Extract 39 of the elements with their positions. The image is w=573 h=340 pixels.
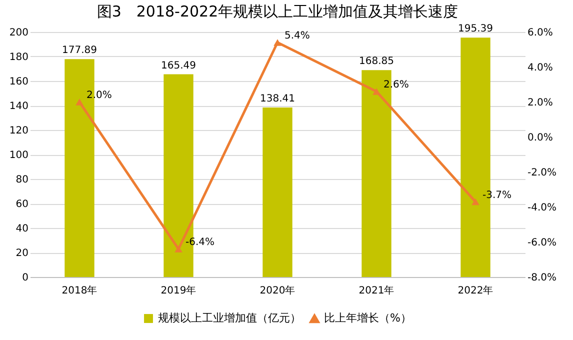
- y2-tick-label: -8.0%: [528, 272, 557, 284]
- y2-tick-label: 2.0%: [528, 98, 553, 108]
- y-tick-label: 20: [16, 248, 28, 259]
- y2-tick-label: 0.0%: [528, 132, 553, 144]
- x-tick-label: 2022年: [458, 284, 494, 296]
- y-tick-label: 0: [22, 272, 28, 284]
- point: [472, 198, 480, 206]
- y2-tick-label: -4.0%: [528, 202, 557, 214]
- y-tick-label: 40: [16, 224, 28, 234]
- data-label: 195.39: [458, 24, 493, 35]
- y-tick-label: 120: [9, 126, 28, 136]
- x-tick-label: 2018年: [62, 284, 98, 296]
- point: [372, 88, 380, 95]
- y2-tick-label: 6.0%: [528, 28, 553, 38]
- chart-title: 图3 2018-2022年规模以上工业增加值及其增长速度: [96, 2, 458, 21]
- y2-tick-label: 4.0%: [528, 62, 553, 74]
- data-label: 165.49: [161, 60, 196, 72]
- legend-label: 规模以上工业增加值（亿元）: [158, 312, 301, 324]
- legend-label: 比上年增长（%）: [324, 312, 412, 324]
- bar: [262, 107, 292, 277]
- y-tick-label: 180: [9, 52, 28, 63]
- point: [274, 39, 282, 46]
- y-tick-label: 140: [9, 101, 28, 112]
- data-label: 177.89: [62, 45, 97, 56]
- x-tick-label: 2019年: [160, 284, 196, 296]
- y-tick-label: 60: [16, 199, 28, 210]
- x-tick-label: 2020年: [260, 284, 296, 296]
- y-tick-label: 160: [9, 76, 28, 88]
- data-label: 168.85: [359, 56, 394, 68]
- y2-tick-label: -6.0%: [528, 238, 557, 248]
- data-label: 138.41: [260, 93, 295, 104]
- y-tick-label: 100: [9, 150, 28, 161]
- point: [76, 98, 84, 106]
- data-label: 5.4%: [284, 30, 310, 42]
- y-tick-label: 200: [9, 28, 28, 38]
- x-tick-label: 2021年: [358, 284, 394, 296]
- y2-tick-label: -2.0%: [528, 168, 557, 178]
- point: [174, 246, 182, 252]
- y-tick-label: 80: [16, 174, 28, 186]
